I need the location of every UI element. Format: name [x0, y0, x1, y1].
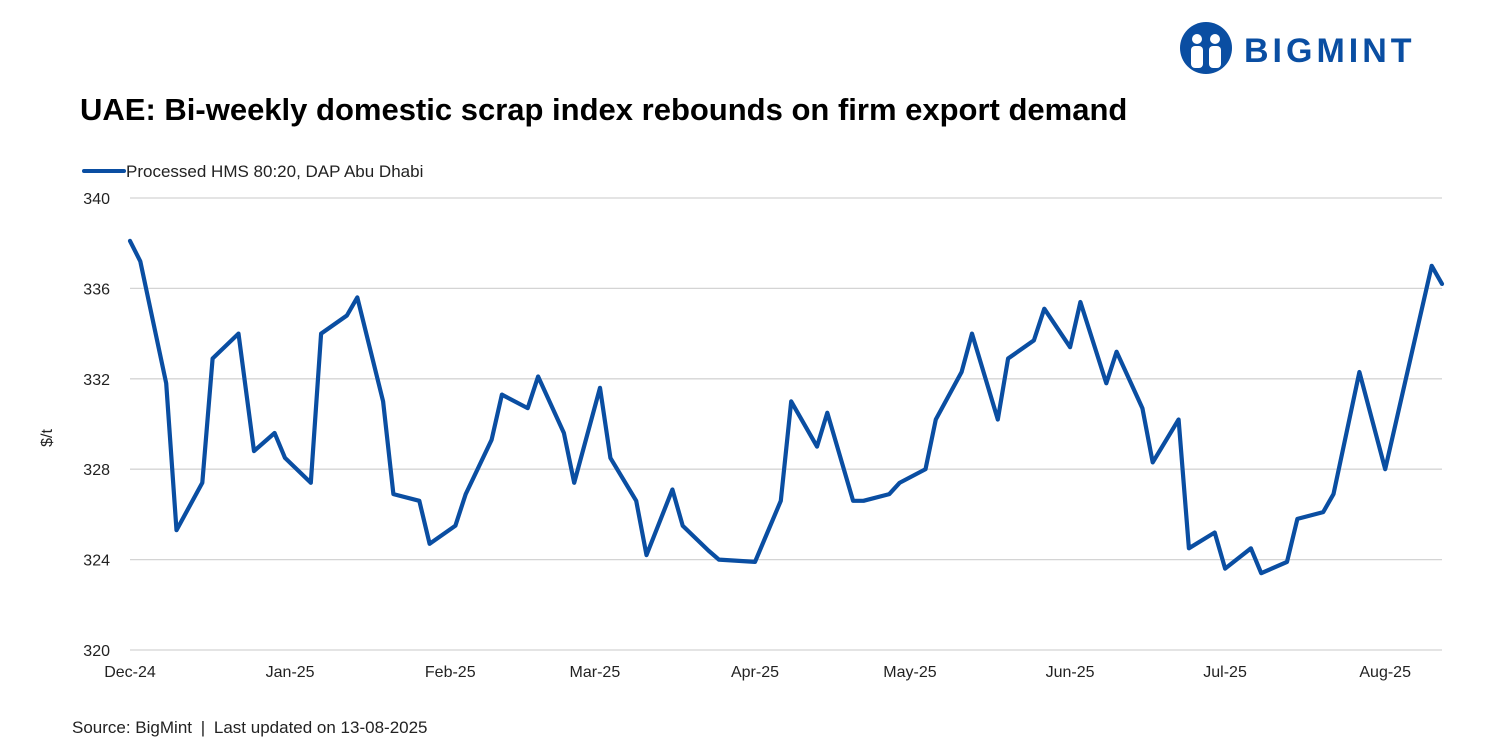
y-tick-label: 336	[83, 281, 110, 298]
x-tick-label: Dec-24	[104, 664, 156, 681]
last-updated: Last updated on 13-08-2025	[213, 718, 428, 737]
x-tick-label: Jan-25	[266, 664, 315, 681]
y-tick-label: 324	[83, 553, 110, 570]
y-tick-label: 328	[83, 462, 110, 479]
y-axis-label: $/t	[39, 429, 56, 447]
series-line-0	[127, 238, 1445, 576]
x-axis: Dec-24 Jan-25 Feb-25 Mar-25 Apr-25 May-25 Jun-…	[104, 664, 1411, 681]
source-note: Source: BigMint | Last updated on 13-08-…	[72, 718, 428, 738]
x-tick-label: Apr-25	[731, 664, 779, 681]
x-tick-label: Jun-25	[1046, 664, 1095, 681]
chart-title: UAE: Bi-weekly domestic scrap index rebo…	[80, 92, 1128, 127]
x-tick-label: May-25	[883, 664, 936, 681]
gridlines	[130, 197, 1442, 651]
brand-logo: BIGMINT	[1174, 20, 1464, 76]
x-tick-label: Aug-25	[1359, 664, 1411, 681]
legend: Processed HMS 80:20, DAP Abu Dhabi	[82, 162, 423, 181]
brand-name: BIGMINT	[1244, 32, 1416, 70]
x-tick-label: Jul-25	[1203, 664, 1247, 681]
y-tick-label: 320	[83, 643, 110, 660]
source-separator: |	[200, 718, 206, 737]
source-text: Source: BigMint	[72, 718, 192, 737]
bigmint-logo-icon	[1180, 22, 1232, 74]
y-tick-label: 332	[83, 372, 110, 389]
legend-label: Processed HMS 80:20, DAP Abu Dhabi	[126, 162, 423, 181]
y-tick-label: 340	[83, 191, 110, 208]
x-tick-label: Mar-25	[570, 664, 621, 681]
y-axis: 320 324 328 332 336 340	[83, 191, 110, 660]
series-layer	[127, 238, 1445, 576]
x-tick-label: Feb-25	[425, 664, 476, 681]
